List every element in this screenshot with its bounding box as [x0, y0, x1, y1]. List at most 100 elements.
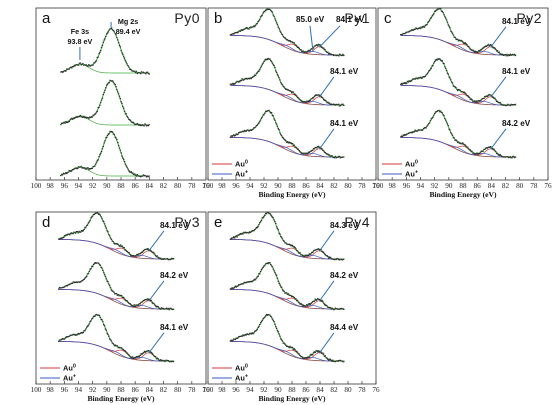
au-plus-component-curve: [230, 341, 345, 362]
raw-data-points: [229, 8, 345, 57]
x-tick-label: 96: [403, 182, 411, 190]
x-tick-label: 86: [302, 182, 310, 190]
x-tick-label: 90: [274, 386, 282, 394]
peak-position-label: 84.1 eV: [160, 221, 189, 230]
panel-sample-name: Py0: [174, 10, 200, 26]
x-tick-label: 100: [203, 182, 214, 190]
annotation-arrow: [318, 332, 335, 354]
legend-entry: Au0: [235, 160, 248, 169]
x-tick-label: 94: [246, 386, 254, 394]
x-tick-label: 92: [89, 386, 97, 394]
peak-position-label: 84.3 eV: [330, 221, 359, 230]
x-tick-label: 94: [417, 182, 425, 190]
au-plus-component-curve: [230, 35, 345, 56]
x-axis-label: Binding Energy (eV): [429, 190, 497, 199]
x-tick-label: 80: [174, 182, 182, 190]
x-tick-label: 100: [31, 386, 42, 394]
au-plus-component-curve: [400, 35, 517, 56]
legend-entry: Au+: [405, 170, 418, 179]
x-tick-label: 76: [372, 386, 380, 394]
fe3s-label: Fe 3s: [71, 27, 89, 36]
spectrum-trace: 84.1 eV: [57, 313, 189, 363]
legend-entry-superscript: 0: [245, 160, 248, 166]
x-tick-label: 86: [132, 386, 140, 394]
x-tick-label: 80: [344, 386, 352, 394]
spectrum-trace: 84.1 eV: [57, 212, 189, 261]
spectrum-trace: 84.1 eV: [229, 57, 359, 107]
x-tick-label: 84: [316, 386, 324, 394]
x-tick-label: 94: [75, 386, 83, 394]
x-tick-label: 98: [218, 386, 226, 394]
legend-entry-base: Au: [63, 374, 73, 383]
x-tick-label: 76: [544, 182, 552, 190]
annotation-arrow: [318, 280, 335, 302]
x-tick-label: 96: [61, 182, 69, 190]
spectrum-trace: 84.1 eV: [399, 7, 531, 57]
au-plus-component-curve: [230, 239, 345, 260]
x-tick-label: 88: [288, 386, 296, 394]
raw-data-points: [60, 79, 150, 127]
peak-position-label: 85.0 eV: [296, 15, 325, 24]
x-tick-label: 98: [389, 182, 397, 190]
x-tick-label: 100: [373, 182, 384, 190]
panel-letter: e: [214, 214, 222, 231]
x-tick-label: 78: [188, 386, 196, 394]
annotation-arrow: [148, 332, 165, 354]
legend-entry-superscript: +: [245, 374, 248, 380]
raw-data-points: [229, 109, 345, 159]
peak-position-label: 84.1 eV: [330, 67, 359, 76]
annotation-arrow: [309, 25, 314, 52]
x-tick-label: 80: [174, 386, 182, 394]
panel-letter: a: [42, 10, 51, 27]
raw-data-points: [229, 211, 345, 261]
x-tick-label: 80: [344, 182, 352, 190]
x-tick-label: 76: [202, 182, 210, 190]
x-axis-label: Binding Energy (eV): [258, 394, 326, 403]
x-tick-label: 90: [274, 182, 282, 190]
panel-letter: b: [214, 10, 222, 27]
panel-letter: d: [42, 214, 50, 231]
raw-data-points: [399, 109, 517, 159]
annotation-arrow: [318, 25, 341, 48]
x-tick-label: 92: [260, 182, 268, 190]
legend-entry-superscript: +: [245, 170, 248, 176]
legend-entry-superscript: 0: [73, 364, 76, 370]
panel-c: 100 98 96 94 92 90 88 86 84 82 80 78 76 Binding Energ…: [373, 7, 552, 199]
x-tick-label: 92: [89, 182, 97, 190]
x-tick-label: 82: [330, 386, 338, 394]
panel-e: 100 98 96 94 92 90 88 86 84 82 80 78 76 Binding Energ…: [203, 211, 380, 403]
legend-entry: Au+: [235, 374, 248, 383]
legend-entry: Au+: [63, 374, 76, 383]
peak-position-label: 84.2 eV: [502, 119, 531, 128]
au-plus-component-curve: [230, 137, 345, 158]
spectrum-trace: [60, 27, 150, 75]
x-tick-label: 96: [232, 386, 240, 394]
x-tick-label: 82: [330, 182, 338, 190]
mg2s-label: Mg 2s: [118, 17, 138, 26]
x-tick-label: 90: [103, 386, 111, 394]
x-tick-label: 78: [358, 182, 366, 190]
peak-position-label: 84.1 eV: [160, 323, 189, 332]
au-plus-component-curve: [58, 341, 175, 362]
peak-position-label: 84.1 eV: [502, 67, 531, 76]
x-tick-label: 96: [232, 182, 240, 190]
x-tick-label: 82: [160, 386, 168, 394]
au-plus-component-curve: [58, 289, 175, 310]
spectrum-trace: 84.2 eV: [399, 109, 531, 159]
x-tick-label: 94: [246, 182, 254, 190]
x-tick-label: 98: [218, 182, 226, 190]
x-tick-label: 98: [47, 386, 55, 394]
x-tick-label: 88: [459, 182, 467, 190]
raw-data-points: [60, 130, 150, 178]
spectrum-trace: 84.1 eV: [399, 58, 531, 107]
legend-entry-superscript: +: [73, 374, 76, 380]
legend-entry: Au0: [405, 160, 418, 169]
legend: Au0 Au+: [40, 364, 76, 383]
raw-data-points: [399, 7, 517, 57]
legend-entry-base: Au: [235, 160, 245, 169]
x-tick-label: 90: [103, 182, 111, 190]
x-tick-label: 82: [502, 182, 510, 190]
panel-sample-name: Py4: [344, 214, 370, 230]
